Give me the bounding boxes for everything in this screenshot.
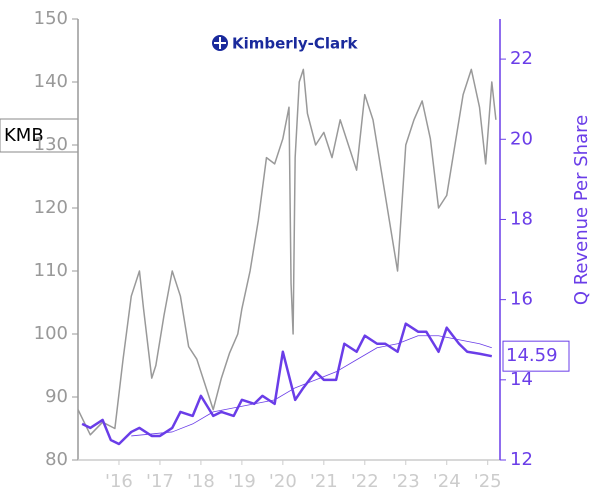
y2-tick-label: 16 [510,289,533,310]
y2-tick-label: 22 [510,48,533,69]
y-tick-label: 100 [34,323,68,344]
y-tick-label: 120 [34,197,68,218]
x-tick-label: '20 [269,471,297,492]
y-tick-label: 130 [34,134,68,155]
y2-tick-label: 14 [510,369,533,390]
logo: Kimberly-Clark [212,35,359,53]
series-line [77,68,497,436]
x-tick-label: '22 [351,471,379,492]
series-line [131,335,492,437]
x-tick-label: '19 [228,471,256,492]
y-tick-label: 150 [34,8,68,29]
x-tick-label: '25 [474,471,502,492]
last-value-label: 14.59 [506,345,558,366]
y2-tick-label: 18 [510,208,533,229]
x-tick-label: '24 [433,471,461,492]
x-tick-label: '16 [105,471,133,492]
x-tick-label: '17 [146,471,174,492]
y-tick-label: 110 [34,260,68,281]
y2-tick-label: 20 [510,128,533,149]
series-line [81,322,493,446]
y-tick-label: 140 [34,71,68,92]
x-tick-label: '18 [187,471,215,492]
ticker-box [0,118,79,153]
y-tick-label: 90 [45,386,68,407]
last-value-box [502,340,570,372]
logo-text: Kimberly-Clark [232,35,359,53]
ticker-label: KMB [4,125,44,146]
y2-axis-label: Q Revenue Per Share [571,115,592,305]
y-tick-label: 80 [45,449,68,470]
logo-icon-mark [214,37,226,49]
x-tick-label: '23 [392,471,420,492]
x-tick-label: '21 [310,471,338,492]
y2-tick-label: 12 [510,449,533,470]
